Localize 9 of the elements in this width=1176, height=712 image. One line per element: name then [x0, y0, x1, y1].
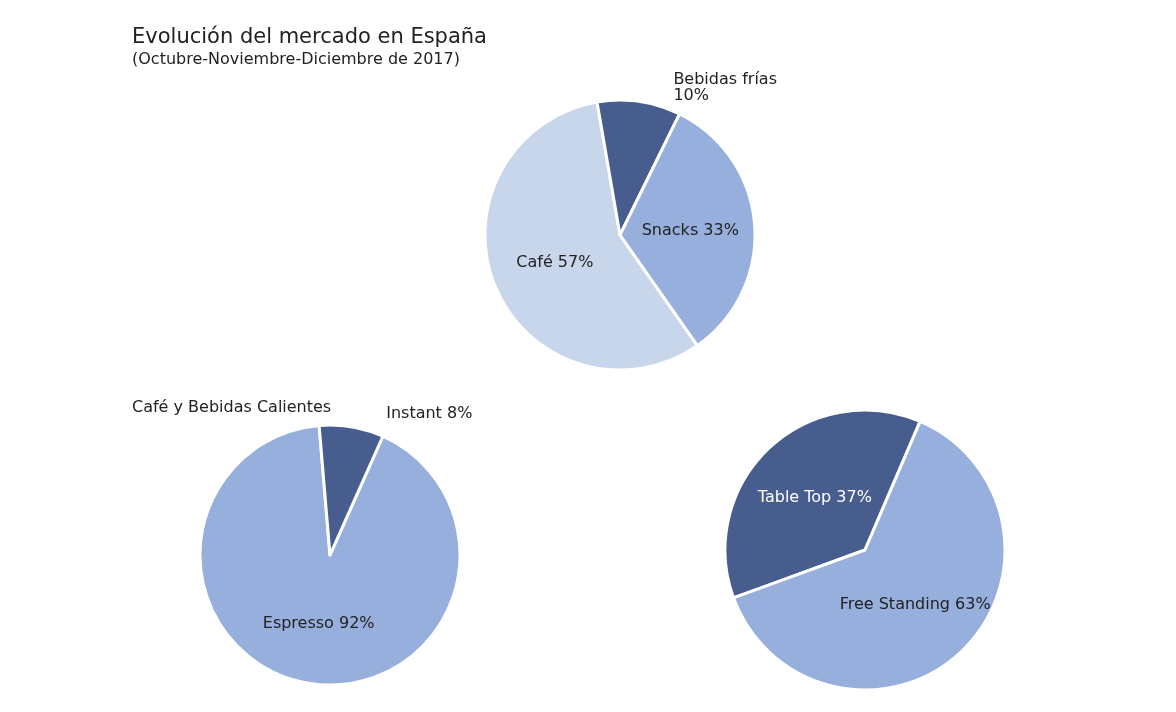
- slice-label: Café 57%: [516, 252, 594, 272]
- slice-label: Table Top 37%: [756, 487, 872, 507]
- slice-label: Free Standing 63%: [839, 593, 991, 613]
- text: (Octubre-Noviembre-Diciembre de 2017): [132, 48, 460, 68]
- slice-label: Instant 8%: [386, 402, 473, 422]
- text: Evolución del mercado en España: [132, 23, 487, 48]
- chart-title: Café y Bebidas Calientes: [132, 396, 332, 416]
- slice-label: Espresso 92%: [262, 612, 375, 632]
- slice-label: Snacks 33%: [641, 220, 739, 240]
